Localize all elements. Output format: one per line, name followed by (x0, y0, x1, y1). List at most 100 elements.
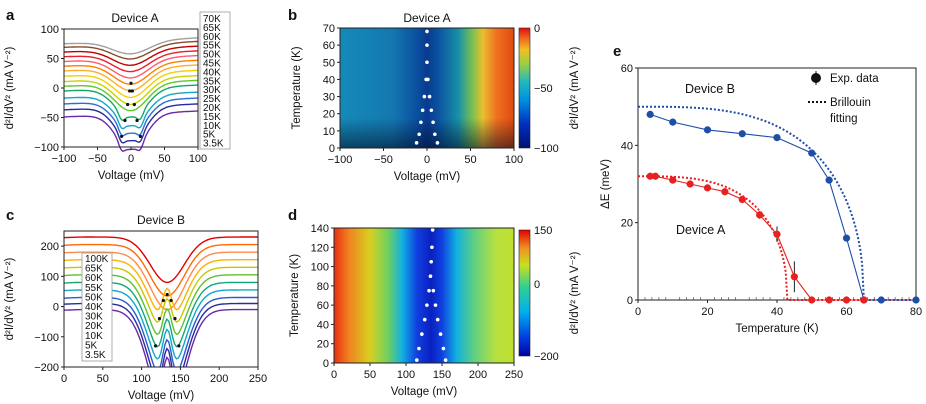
panel-b-ridge-dot (414, 141, 419, 145)
panel-c-legend-entry: 65K (85, 264, 103, 275)
panel-a-curve-55K (64, 50, 199, 73)
panel-e-series-line-1 (650, 175, 864, 301)
panel-d-colorbar-tick: −200 (534, 351, 559, 363)
panel-d-colorbar (518, 229, 531, 357)
panel-d-xtick-label: 200 (469, 369, 487, 381)
panel-d-ridge-dot (420, 332, 424, 336)
panel-e-xtick-label: 40 (771, 306, 783, 318)
panel-e-ytick-label: 20 (621, 218, 633, 230)
panel-b-ridge-dot (417, 132, 421, 137)
panel-a-curve-20K (63, 84, 198, 122)
panel-e-point (877, 296, 885, 304)
panel-b-ridge-dot (425, 43, 429, 47)
panel-d-xtick-label: 50 (364, 369, 376, 381)
panel-a-ytick-label: 100 (41, 24, 59, 36)
panel-a-ridge-dot (123, 118, 127, 123)
panel-d-ridge-dot (435, 317, 440, 322)
panel-c-ylabel: d²I/dV² (mA V⁻²) (4, 257, 16, 340)
panel-e-point (773, 134, 781, 142)
panel-d-ridge-dot (417, 346, 421, 351)
panel-c-legend-entry: 40K (85, 302, 103, 313)
panel-c-legend-entry: 3.5K (85, 350, 106, 361)
panel-d-ridge-dot (427, 288, 431, 293)
panel-c-ytick-label: −200 (34, 362, 59, 374)
panel-b-ridge-dot (426, 77, 430, 82)
panel-e-legend-fit-label-2: fitting (830, 113, 858, 125)
panel-b-ridge-dot (425, 60, 429, 65)
panel-a-legend-entry: 40K (203, 67, 221, 78)
panel-b-letter: b (288, 7, 297, 24)
panel-e-ylabel: ΔE (meV) (600, 159, 612, 209)
panel-d-ridge-dot (428, 274, 433, 279)
panel-b-ridge-dot (420, 108, 425, 113)
panel-b-colorbar-tick: −50 (534, 83, 553, 95)
panel-e-label-device-a: Device A (676, 223, 726, 237)
panel-e-point (703, 126, 712, 134)
panel-c-title: Device B (137, 213, 185, 227)
panel-a-legend-entry: 55K (203, 41, 221, 52)
panel-b-xtick-label: −50 (374, 154, 393, 166)
panel-b-heatmap-shade (340, 28, 514, 148)
panel-b-colorbar-tick: 0 (534, 23, 540, 35)
panel-d-ytick-label: 120 (311, 242, 329, 254)
panel-a-ytick-label: 0 (53, 83, 59, 95)
panel-a-legend-entry: 45K (203, 59, 221, 70)
panel-c-ytick-label: 200 (41, 241, 59, 253)
panel-c-legend-box (81, 252, 113, 362)
panel-c-letter: c (6, 207, 14, 224)
panel-e-legend-fit-label-1: Brillouin (830, 97, 871, 109)
panel-d-colorbar-label: d²I/dV² (mA V⁻²) (569, 251, 581, 334)
panel-e-xtick-label: 80 (910, 306, 922, 318)
panel-e-legend-data-label: Exp. data (830, 73, 879, 85)
panel-a-legend-entry: 5K (203, 130, 216, 141)
panel-b-xlabel: Voltage (mV) (394, 171, 461, 183)
panel-a-legend-entry: 70K (203, 14, 221, 25)
panel-c-frame (63, 230, 259, 368)
panel-e-point (669, 118, 677, 126)
panel-b-xtick-label: 100 (505, 154, 523, 166)
panel-a-legend-entry: 10K (203, 121, 221, 132)
panel-e-ytick-label: 40 (621, 140, 633, 152)
panel-b-ylabel: Temperature (K) (291, 46, 303, 129)
panel-d-xtick-label: 100 (397, 369, 415, 381)
panel-c-ridge-dot (169, 298, 173, 303)
panel-d-colorbar-tick: 150 (534, 225, 552, 237)
panel-d-heatmap (334, 228, 514, 363)
panel-a-legend-entry: 3.5K (203, 139, 224, 150)
panel-a-curve-70K (63, 37, 198, 55)
panel-c-xlabel: Voltage (mV) (128, 390, 195, 402)
panel-a-ridge-dot (130, 89, 134, 93)
panel-c-ridge-dot (157, 317, 162, 321)
panel-a-ridge-dot (138, 134, 142, 138)
panel-a-ytick-label: 50 (47, 54, 59, 66)
panel-a-ridge-dot (135, 118, 139, 123)
panel-d-ytick-label: 40 (317, 319, 329, 331)
panel-a-xtick-label: −50 (88, 153, 107, 165)
panel-d-ridge-dot (422, 317, 427, 322)
panel-b-ytick-label: 40 (323, 74, 335, 86)
panel-d-frame (333, 227, 515, 364)
panel-e-point (825, 176, 833, 184)
panel-e-point (790, 273, 798, 281)
panel-b-ytick-label: 60 (323, 40, 335, 52)
panel-a-title: Device A (111, 11, 158, 25)
panel-e-point (842, 296, 851, 304)
panel-a-xtick-label: 0 (128, 153, 134, 165)
panel-d-ridge-dot (430, 245, 434, 250)
panel-b-ridge-dot (422, 94, 427, 99)
panel-e-point (860, 296, 868, 304)
panel-a-legend-entry: 30K (203, 85, 221, 96)
panel-e-label-device-b: Device B (685, 82, 735, 96)
panel-c-ridge-dot (153, 344, 158, 348)
panel-c-xtick-label: 50 (97, 373, 109, 385)
panel-d-ytick-label: 80 (317, 281, 329, 293)
panel-c-ytick-label: 100 (41, 271, 59, 283)
panel-c-legend-entry: 5K (85, 340, 98, 351)
panel-e-point (646, 172, 654, 180)
panel-c-ridge-dot (165, 292, 169, 297)
panel-a-curve-50K (63, 54, 198, 79)
panel-d-ridge-dot (430, 228, 435, 232)
panel-b-ridge-dot (429, 108, 434, 113)
panel-e-xtick-label: 60 (840, 306, 852, 318)
